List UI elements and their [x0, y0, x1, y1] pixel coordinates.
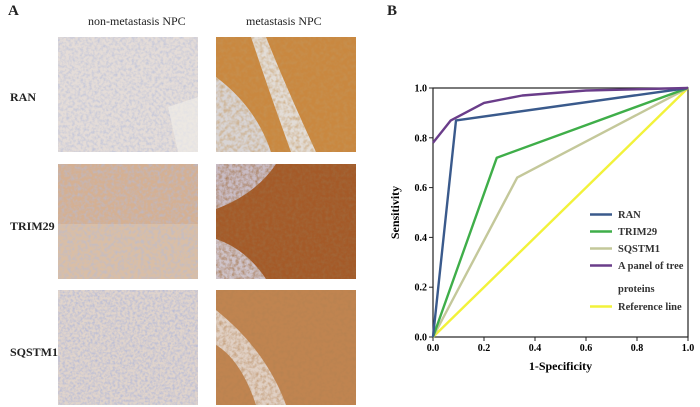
- ihc-image-ran-metastasis: [216, 37, 356, 152]
- column-header-metastasis: metastasis NPC: [246, 14, 322, 28]
- series-line-a-panel-of-tree-proteins: [432, 86, 689, 144]
- x-tick-label: 0.6: [580, 343, 593, 354]
- x-tick-label: 0.8: [631, 343, 644, 354]
- column-header-non-metastasis: non-metastasis NPC: [88, 14, 186, 28]
- ihc-image-trim29-metastasis: [216, 164, 356, 279]
- legend-label: TRIM29: [618, 227, 657, 238]
- x-axis-label: 1-Specificity: [529, 359, 592, 373]
- y-tick-label: 0.8: [415, 133, 428, 144]
- x-tick-label: 0.4: [529, 343, 542, 354]
- legend-label: SQSTM1: [618, 244, 660, 255]
- ihc-image-ran-non-metastasis: [58, 37, 198, 152]
- series-line-ran: [431, 86, 689, 338]
- y-tick-label: 1.0: [415, 84, 428, 95]
- legend-label: proteins: [618, 284, 655, 295]
- y-tick-label: 0.4: [415, 233, 428, 244]
- row-label-sqstm1: SQSTM1: [10, 345, 59, 359]
- y-tick-label: 0.0: [415, 333, 428, 344]
- legend-label: Reference line: [618, 302, 682, 313]
- x-tick-label: 0.2: [478, 343, 491, 354]
- legend-label: RAN: [618, 210, 641, 221]
- panel-b-letter: B: [387, 3, 398, 19]
- ihc-image-trim29-non-metastasis: [58, 164, 198, 279]
- series-line-trim29: [431, 86, 689, 338]
- y-axis-label: Sensitivity: [388, 186, 402, 239]
- ihc-image-sqstm1-metastasis: [216, 290, 356, 405]
- x-tick-label: 0.0: [427, 343, 440, 354]
- y-tick-label: 0.2: [415, 283, 428, 294]
- x-tick-label: 1.0: [682, 343, 695, 354]
- legend-label: A panel of tree: [618, 261, 684, 272]
- plot-frame: [432, 87, 689, 338]
- row-label-ran: RAN: [10, 90, 36, 104]
- series-line-sqstm1: [431, 86, 689, 338]
- panel-a-letter: A: [8, 3, 19, 19]
- ihc-image-sqstm1-non-metastasis: [58, 290, 198, 405]
- series-line-reference-line: [432, 87, 689, 338]
- y-tick-label: 0.6: [415, 183, 428, 194]
- roc-chart: 0.0 0.2 0.4 0.6 0.8 1.0 0.0 0.2 0.4 0.6 0.8 1.0 1-Sp…: [388, 84, 695, 374]
- row-label-trim29: TRIM29: [10, 219, 55, 233]
